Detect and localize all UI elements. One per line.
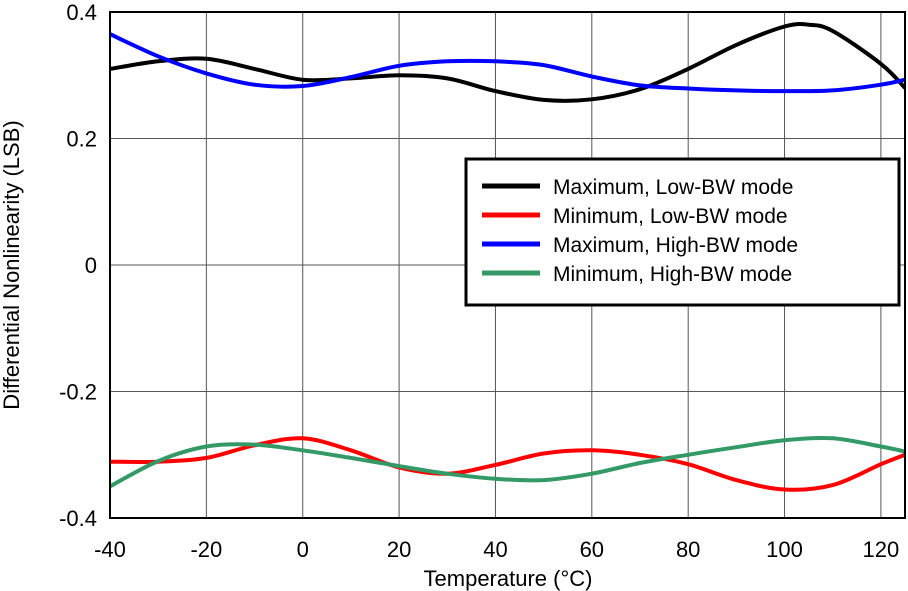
x-tick-label: -20 [190,537,222,562]
x-tick-label: 120 [863,537,900,562]
series-line-1 [109,22,907,103]
y-tick-label: -0.4 [59,506,97,531]
legend-box [464,157,901,307]
y-tick-label: 0 [85,253,97,278]
series-line-3 [109,32,906,94]
x-tick-label: 20 [387,537,411,562]
series-lines [109,22,907,492]
series-line-4 [109,435,906,489]
x-tick-label: 80 [676,537,700,562]
legend-label-4: Minimum, High-BW mode [553,263,792,286]
x-axis-title: Temperature (°C) [424,566,593,591]
legend-label-3: Maximum, High-BW mode [553,234,798,257]
x-tick-label: -40 [94,537,126,562]
x-tick-label: 100 [766,537,803,562]
y-axis-title: Differential Nonlinearity (LSB) [0,120,24,409]
x-tick-label: 60 [580,537,604,562]
legend: Maximum, Low-BW mode Minimum, Low-BW mode… [464,157,901,307]
tick-labels: -40 -20 0 20 40 60 80 100 120 0.4 0.2 0 -0.2 -0.4 [59,0,899,562]
x-tick-label: 40 [483,537,507,562]
y-tick-label: -0.2 [59,380,97,405]
legend-label-1: Maximum, Low-BW mode [553,176,793,199]
y-tick-label: 0.2 [66,127,97,152]
y-tick-label: 0.4 [66,0,97,25]
x-tick-label: 0 [297,537,309,562]
legend-label-2: Minimum, Low-BW mode [553,205,788,228]
plot-frame [109,11,906,519]
